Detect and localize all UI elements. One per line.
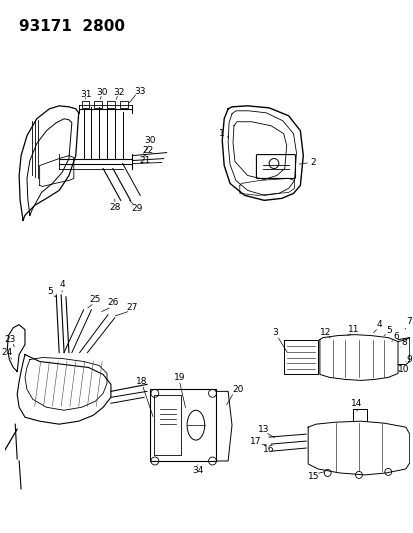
FancyBboxPatch shape: [107, 101, 114, 108]
Text: 24: 24: [2, 348, 13, 357]
FancyBboxPatch shape: [150, 389, 216, 461]
Text: 27: 27: [126, 303, 138, 312]
Text: 25: 25: [89, 295, 101, 304]
FancyBboxPatch shape: [154, 395, 181, 455]
Text: 30: 30: [96, 88, 108, 98]
Text: 1: 1: [219, 129, 225, 138]
Text: 11: 11: [347, 325, 359, 334]
Text: 2: 2: [309, 158, 315, 167]
Text: 21: 21: [139, 156, 150, 165]
Text: 32: 32: [113, 88, 124, 98]
Text: 23: 23: [5, 335, 16, 344]
Ellipse shape: [187, 410, 204, 440]
Text: 26: 26: [107, 298, 118, 308]
Text: 34: 34: [192, 466, 203, 475]
FancyBboxPatch shape: [256, 155, 295, 179]
Text: 3: 3: [271, 328, 277, 337]
Text: 93171  2800: 93171 2800: [19, 19, 125, 34]
Text: 5: 5: [385, 326, 391, 335]
FancyBboxPatch shape: [94, 101, 102, 108]
Text: 29: 29: [131, 204, 142, 213]
Text: 17: 17: [249, 437, 261, 446]
Text: 33: 33: [134, 87, 146, 96]
FancyBboxPatch shape: [119, 101, 127, 108]
Text: 7: 7: [405, 317, 411, 326]
Text: 5: 5: [47, 287, 53, 296]
Text: 14: 14: [351, 399, 362, 408]
Text: 4: 4: [59, 280, 65, 289]
Text: 18: 18: [136, 377, 147, 386]
Text: 4: 4: [376, 320, 381, 329]
Text: 22: 22: [142, 146, 153, 155]
Text: 20: 20: [232, 385, 243, 394]
Text: 8: 8: [400, 338, 406, 347]
Text: 10: 10: [397, 365, 408, 374]
Text: 9: 9: [406, 355, 412, 364]
Text: 12: 12: [319, 328, 331, 337]
Text: 13: 13: [257, 425, 268, 434]
Text: 28: 28: [109, 203, 120, 212]
Text: 16: 16: [263, 445, 274, 454]
Text: 6: 6: [392, 332, 398, 341]
Text: 15: 15: [308, 472, 319, 481]
FancyBboxPatch shape: [81, 101, 89, 108]
Text: 30: 30: [144, 136, 155, 145]
Text: 31: 31: [80, 91, 91, 99]
Text: 19: 19: [173, 373, 185, 382]
